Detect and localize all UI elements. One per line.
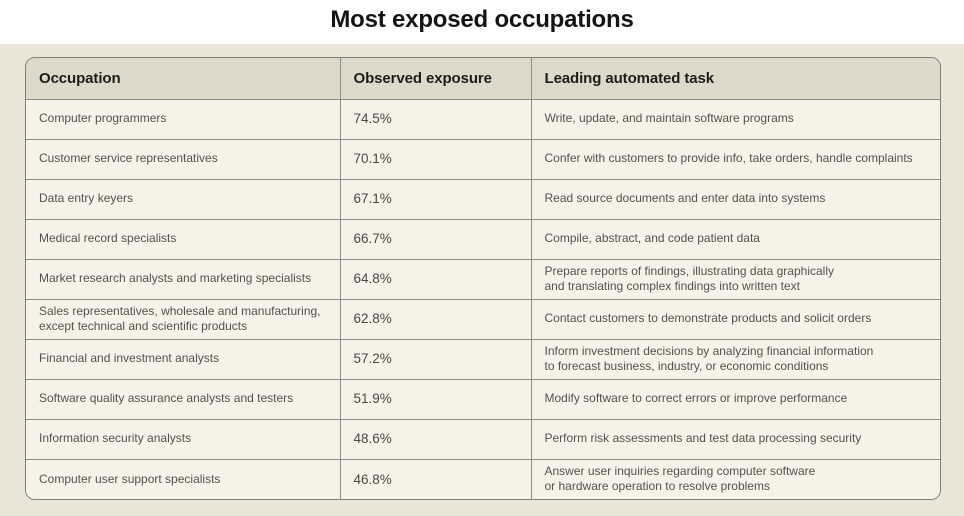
column-header-observed-exposure: Observed exposure bbox=[339, 58, 532, 100]
exposure-cell: 46.8% bbox=[339, 458, 532, 499]
occupation-cell: Data entry keyers bbox=[26, 178, 341, 220]
task-cell: Perform risk assessments and test data p… bbox=[530, 418, 940, 460]
task-cell: Read source documents and enter data int… bbox=[530, 178, 940, 220]
task-cell: Confer with customers to provide info, t… bbox=[530, 138, 940, 180]
task-cell: Contact customers to demonstrate product… bbox=[530, 298, 940, 340]
page-title: Most exposed occupations bbox=[330, 6, 634, 33]
exposure-cell: 67.1% bbox=[339, 178, 532, 220]
occupation-cell: Computer programmers bbox=[26, 98, 341, 140]
task-cell: Inform investment decisions by analyzing… bbox=[530, 338, 940, 380]
table-row: Information security analysts 48.6% Perf… bbox=[26, 418, 940, 460]
table-row: Customer service representatives 70.1% C… bbox=[26, 138, 940, 180]
task-cell: Write, update, and maintain software pro… bbox=[530, 98, 940, 140]
table-row: Financial and investment analysts 57.2% … bbox=[26, 338, 940, 380]
exposure-table-card: Occupation Observed exposure Leading aut… bbox=[25, 57, 941, 500]
occupation-cell: Customer service representatives bbox=[26, 138, 341, 180]
exposure-cell: 74.5% bbox=[339, 98, 532, 140]
occupation-cell: Sales representatives, wholesale and man… bbox=[26, 298, 341, 340]
table-row: Computer programmers 74.5% Write, update… bbox=[26, 98, 940, 140]
exposure-cell: 57.2% bbox=[339, 338, 532, 380]
occupation-cell: Market research analysts and marketing s… bbox=[26, 258, 341, 300]
exposure-cell: 66.7% bbox=[339, 218, 532, 260]
table-row: Computer user support specialists 46.8% … bbox=[26, 458, 940, 499]
table-body: Computer programmers 74.5% Write, update… bbox=[26, 98, 940, 499]
table-row: Data entry keyers 67.1% Read source docu… bbox=[26, 178, 940, 220]
exposure-cell: 70.1% bbox=[339, 138, 532, 180]
exposure-table: Occupation Observed exposure Leading aut… bbox=[26, 58, 940, 499]
column-header-leading-automated-task: Leading automated task bbox=[530, 58, 940, 100]
occupation-cell: Software quality assurance analysts and … bbox=[26, 378, 341, 420]
table-row: Software quality assurance analysts and … bbox=[26, 378, 940, 420]
table-header: Occupation Observed exposure Leading aut… bbox=[26, 58, 940, 100]
exposure-cell: 64.8% bbox=[339, 258, 532, 300]
occupation-cell: Financial and investment analysts bbox=[26, 338, 341, 380]
task-cell: Prepare reports of findings, illustratin… bbox=[530, 258, 940, 300]
task-cell: Answer user inquiries regarding computer… bbox=[530, 458, 940, 499]
task-cell: Modify software to correct errors or imp… bbox=[530, 378, 940, 420]
task-cell: Compile, abstract, and code patient data bbox=[530, 218, 940, 260]
exposure-cell: 51.9% bbox=[339, 378, 532, 420]
table-row: Sales representatives, wholesale and man… bbox=[26, 298, 940, 340]
occupation-cell: Medical record specialists bbox=[26, 218, 341, 260]
header-row: Occupation Observed exposure Leading aut… bbox=[26, 58, 940, 100]
table-row: Medical record specialists 66.7% Compile… bbox=[26, 218, 940, 260]
occupation-cell: Computer user support specialists bbox=[26, 458, 341, 499]
exposure-cell: 62.8% bbox=[339, 298, 532, 340]
table-row: Market research analysts and marketing s… bbox=[26, 258, 940, 300]
column-header-occupation: Occupation bbox=[26, 58, 341, 100]
occupation-cell: Information security analysts bbox=[26, 418, 341, 460]
exposure-cell: 48.6% bbox=[339, 418, 532, 460]
